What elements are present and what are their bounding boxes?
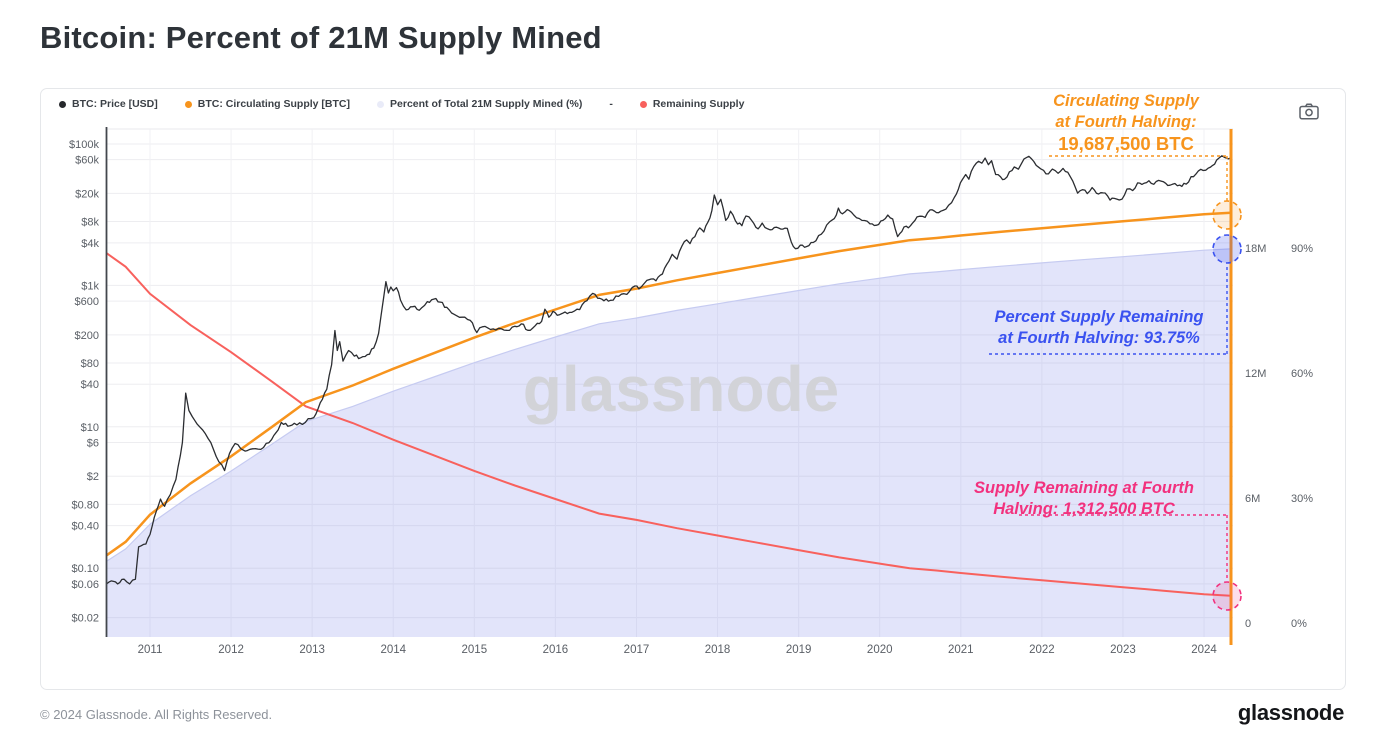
supply-remaining-marker	[1212, 581, 1242, 611]
glassnode-watermark: glassnode	[523, 353, 840, 425]
chart-legend: BTC: Price [USD] BTC: Circulating Supply …	[59, 98, 744, 110]
supply-tick-label: 12M	[1245, 368, 1266, 380]
percent-remaining-marker	[1212, 234, 1242, 264]
supply-tick-label: 0	[1245, 618, 1251, 630]
year-tick-label: 2022	[1029, 644, 1055, 656]
supply-tick-label: 18M	[1245, 243, 1266, 255]
chart-plot[interactable]: glassnode$100k$60k$20k$8k$4k$1k$600$200$…	[41, 89, 1345, 689]
price-tick-label: $0.10	[71, 563, 99, 575]
camera-button[interactable]	[1297, 101, 1321, 125]
price-tick-label: $8k	[81, 217, 99, 229]
legend-label: BTC: Circulating Supply [BTC]	[197, 98, 351, 110]
chart-card: BTC: Price [USD] BTC: Circulating Supply …	[40, 88, 1346, 690]
price-tick-label: $0.02	[71, 613, 99, 625]
year-tick-label: 2012	[218, 644, 244, 656]
legend-item[interactable]: -	[609, 98, 613, 110]
annotation-line: Circulating Supply	[1053, 92, 1199, 110]
legend-item[interactable]: Remaining Supply	[639, 98, 745, 110]
year-tick-label: 2017	[624, 644, 650, 656]
price-tick-label: $10	[81, 422, 99, 434]
year-tick-label: 2021	[948, 644, 974, 656]
annotation-line: Supply Remaining at Fourth	[973, 479, 1194, 497]
price-tick-label: $20k	[75, 188, 99, 200]
price-line	[106, 155, 1232, 585]
year-tick-label: 2016	[543, 644, 569, 656]
price-tick-label: $60k	[75, 155, 99, 167]
percent-mined-edge	[106, 248, 1231, 562]
copyright-text: © 2024 Glassnode. All Rights Reserved.	[40, 707, 273, 722]
year-tick-label: 2013	[299, 644, 325, 656]
legend-dot-icon	[184, 100, 192, 108]
grid	[106, 128, 1233, 637]
price-tick-label: $100k	[69, 139, 99, 151]
percent-tick-label: 0%	[1291, 618, 1307, 630]
circulating-supply-marker	[1212, 200, 1242, 230]
year-tick-label: 2011	[138, 644, 163, 656]
annotation-percent-remaining: Percent Supply Remaining at Fourth Halvi…	[934, 307, 1264, 349]
price-tick-label: $0.06	[71, 579, 99, 591]
price-tick-label: $600	[75, 296, 99, 308]
annotation-circulating-supply: Circulating Supply at Fourth Halving: 19…	[961, 91, 1291, 154]
legend-item[interactable]: BTC: Circulating Supply [BTC]	[184, 98, 351, 110]
legend-dot-icon	[639, 100, 647, 108]
price-tick-label: $2	[87, 471, 99, 483]
year-tick-label: 2014	[380, 644, 406, 656]
price-tick-label: $0.80	[71, 499, 99, 511]
price-tick-label: $6	[87, 437, 99, 449]
annotation-line: at Fourth Halving: 93.75%	[998, 329, 1200, 347]
axis-labels: $100k $60k $20k $8k $4k $1k $600 $200 $80 $40 $10 $…	[69, 139, 1313, 656]
page-title: Bitcoin: Percent of 21M Supply Mined	[40, 20, 602, 55]
remaining-supply-line	[106, 252, 1231, 597]
percent-tick-label: 90%	[1291, 243, 1313, 255]
legend-label: BTC: Price [USD]	[72, 98, 158, 110]
legend-dot-icon	[377, 100, 385, 108]
year-tick-label: 2023	[1110, 644, 1136, 656]
year-tick-label: 2020	[867, 644, 893, 656]
circulating-supply-line	[105, 211, 1231, 557]
annotation-value: 19,687,500 BTC	[1058, 133, 1194, 154]
percent-tick-label: 60%	[1291, 368, 1313, 380]
price-tick-label: $40	[81, 379, 99, 391]
price-tick-label: $1k	[81, 280, 99, 292]
glassnode-logo: glassnode	[1237, 700, 1344, 725]
legend-label: Remaining Supply	[652, 98, 745, 110]
year-tick-label: 2015	[462, 644, 488, 656]
supply-tick-label: 6M	[1245, 493, 1260, 505]
annotation-line: at Fourth Halving:	[1055, 113, 1197, 131]
price-tick-label: $80	[81, 358, 99, 370]
price-tick-label: $200	[75, 330, 99, 342]
year-tick-label: 2024	[1191, 644, 1217, 656]
legend-item[interactable]: Percent of Total 21M Supply Mined (%)	[377, 98, 582, 110]
legend-dot-icon	[59, 100, 66, 108]
year-tick-label: 2019	[786, 644, 812, 656]
percent-tick-label: 30%	[1291, 493, 1313, 505]
annotation-line: Percent Supply Remaining	[994, 308, 1204, 326]
price-tick-label: $4k	[81, 238, 99, 250]
annotation-supply-remaining: Supply Remaining at Fourth Halving: 1,31…	[919, 478, 1249, 520]
price-tick-label: $0.40	[71, 521, 99, 533]
legend-item[interactable]: BTC: Price [USD]	[59, 98, 158, 110]
camera-icon	[1299, 103, 1319, 123]
percent-mined-area	[106, 248, 1232, 637]
legend-label: -	[609, 98, 613, 110]
annotation-line: Halving: 1,312,500 BTC	[993, 500, 1175, 518]
legend-label: Percent of Total 21M Supply Mined (%)	[390, 98, 583, 110]
year-tick-label: 2018	[705, 644, 731, 656]
